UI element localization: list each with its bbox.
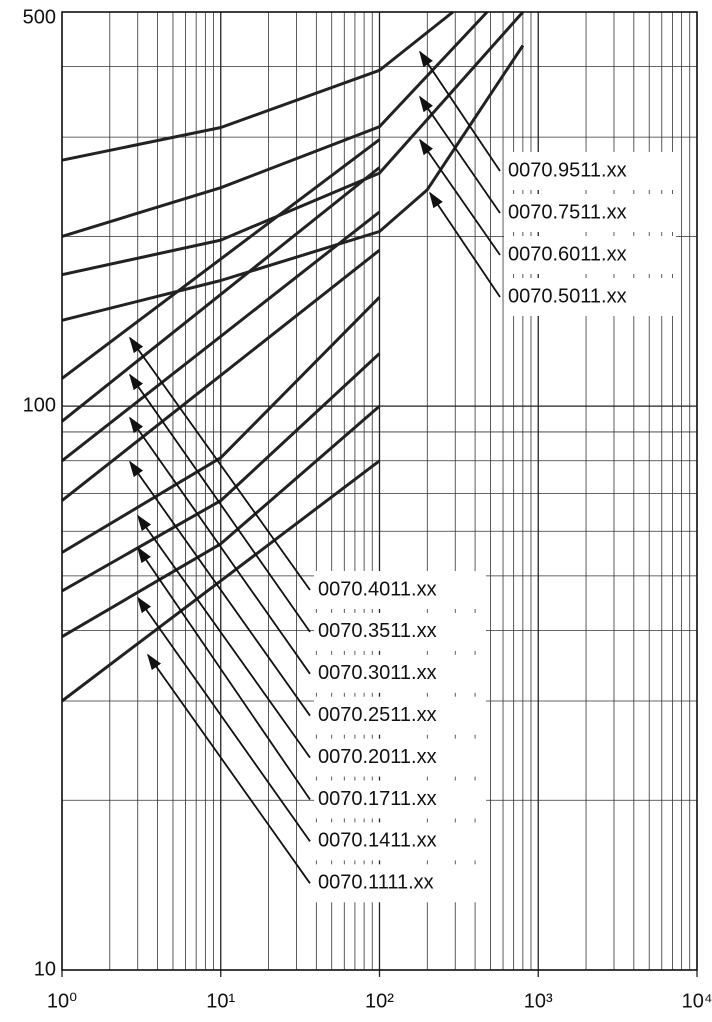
series-line <box>61 138 381 380</box>
series-line <box>61 11 525 277</box>
label-box <box>314 654 486 693</box>
label-box <box>504 152 676 190</box>
arrow <box>137 546 311 801</box>
series-line <box>61 296 381 554</box>
series-label: 0070.7511.xx <box>508 201 627 223</box>
arrow <box>419 50 501 172</box>
label-box <box>314 780 486 819</box>
arrow <box>129 373 311 633</box>
arrow <box>129 336 311 591</box>
series-label: 0070.2011.xx <box>318 746 437 768</box>
y-tick-label: 10 <box>34 958 56 980</box>
series-label: 0070.1111.xx <box>318 872 434 894</box>
y-tick-label: 100 <box>23 394 56 416</box>
label-box <box>314 696 486 735</box>
label-box <box>314 612 486 651</box>
series-label: 0070.2511.xx <box>318 704 437 726</box>
label-box <box>314 571 486 609</box>
series-label: 0070.6011.xx <box>508 243 627 265</box>
arrow <box>129 460 311 717</box>
label-box <box>504 278 676 316</box>
label-box <box>314 864 486 903</box>
series-line <box>61 249 381 502</box>
arrow <box>429 191 501 298</box>
x-tick-label: 10⁴ <box>682 990 712 1012</box>
series-label: 0070.9511.xx <box>508 159 627 181</box>
series-line <box>61 210 381 462</box>
label-box <box>314 738 486 777</box>
arrow <box>147 653 311 884</box>
series-line <box>61 44 525 322</box>
y-tick-label: 500 <box>23 6 56 28</box>
series-line <box>61 404 381 638</box>
series-label: 0070.3511.xx <box>318 620 437 642</box>
series-label: 0070.1411.xx <box>318 830 437 852</box>
arrow <box>419 138 501 256</box>
arrow <box>137 596 311 842</box>
x-tick-label: 10⁰ <box>47 990 77 1012</box>
series-line <box>61 352 381 593</box>
plot-frame <box>61 11 698 971</box>
series-label: 0070.4011.xx <box>318 578 437 600</box>
arrow <box>129 416 311 675</box>
label-box <box>504 194 676 232</box>
x-tick-label: 10² <box>365 990 394 1012</box>
series-label: 0070.1711.xx <box>318 788 437 810</box>
series-line <box>61 166 381 423</box>
series-line <box>61 10 489 238</box>
series-label: 0070.5011.xx <box>508 285 627 307</box>
label-box <box>314 822 486 861</box>
annotations: 0070.9511.xx 0070.7511.xx 0070.6011.xx 0070… <box>129 50 676 903</box>
arrow <box>137 514 311 759</box>
lines <box>61 10 525 703</box>
x-tick-label: 10¹ <box>206 990 235 1012</box>
arrow <box>419 95 501 214</box>
series-line <box>61 10 454 162</box>
label-box <box>504 236 676 274</box>
series-label: 0070.3011.xx <box>318 662 437 684</box>
series-line <box>61 459 381 703</box>
x-tick-label: 10³ <box>524 990 553 1012</box>
